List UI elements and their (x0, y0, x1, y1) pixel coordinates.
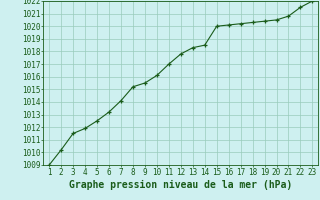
X-axis label: Graphe pression niveau de la mer (hPa): Graphe pression niveau de la mer (hPa) (69, 180, 292, 190)
